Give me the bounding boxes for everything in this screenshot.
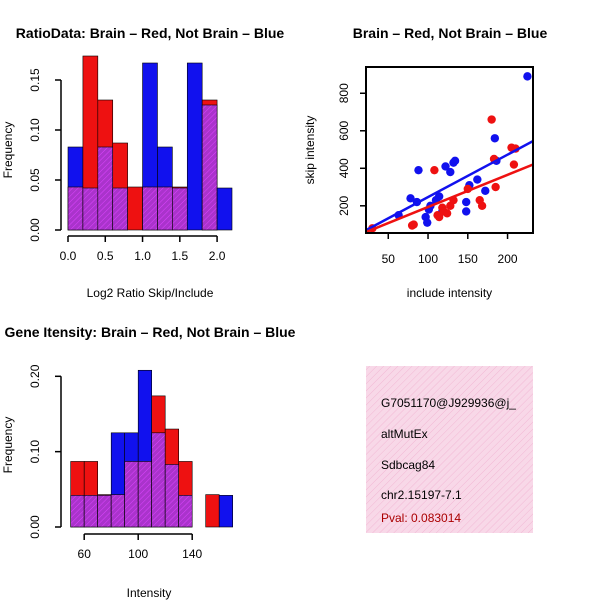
chart-title: Brain – Red, Not Brain – Blue <box>353 25 548 41</box>
intensity-histogram: 60 100 140 0.00 0.10 0.20 Gene Itensity: Brain… <box>1 324 296 600</box>
point-not-brain <box>446 167 455 177</box>
point-not-brain <box>462 207 471 216</box>
x-tick-label: 2.0 <box>209 249 226 263</box>
bar-overlap <box>164 464 179 528</box>
bar-overlap <box>201 104 218 231</box>
bar-overlap <box>157 186 173 231</box>
x-tick-label: 1.0 <box>134 249 151 263</box>
bar-overlap <box>124 461 139 528</box>
x-tick-label: 50 <box>382 252 396 266</box>
x-axis-label: Log2 Ratio Skip/Include <box>87 286 214 300</box>
y-axis-label: Frequency <box>1 122 15 179</box>
x-tick-label: 150 <box>458 252 478 266</box>
y-tick-label: 0.15 <box>28 68 42 92</box>
x-tick-label: 100 <box>418 252 438 266</box>
y-tick-label: 200 <box>337 195 351 215</box>
fit-line-not-brain <box>366 139 533 232</box>
bar-overlap <box>82 187 99 231</box>
chart-title: Gene Itensity: Brain – Red, Not Brain – … <box>5 324 296 340</box>
point-brain <box>434 212 444 222</box>
bar-not-brain <box>186 62 203 231</box>
x-tick-label: 60 <box>78 547 92 561</box>
point-not-brain <box>406 194 415 203</box>
info-location: chr2.15197-7.1 <box>381 488 462 502</box>
y-axis-label: skip intensity <box>303 116 317 185</box>
info-pval: Pval: 0.083014 <box>381 511 461 525</box>
fit-line-brain <box>366 163 533 233</box>
ratio-histogram: 0.0 0.5 1.0 1.5 2.0 0.00 0.05 0.10 0.15 RatioData… <box>1 25 284 300</box>
x-axis-label: Intensity <box>127 586 172 600</box>
info-event-type: altMutEx <box>381 427 428 441</box>
bar-overlap <box>110 494 125 528</box>
point-brain <box>477 201 487 211</box>
point-not-brain <box>473 175 482 184</box>
y-tick-label: 400 <box>337 158 351 178</box>
plot-frame <box>365 66 534 234</box>
point-not-brain <box>423 218 432 227</box>
y-tick-label: 600 <box>337 120 351 140</box>
bar-brain <box>127 186 143 231</box>
y-axis-label: Frequency <box>1 417 15 474</box>
bar-not-brain <box>218 495 233 528</box>
x-tick-label: 140 <box>182 547 202 561</box>
point-not-brain <box>462 197 471 207</box>
bar-overlap <box>97 495 112 528</box>
y-tick-label: 800 <box>337 83 351 103</box>
bar-overlap <box>112 187 128 231</box>
y-tick-label: 0.20 <box>28 364 42 388</box>
point-not-brain <box>481 186 490 195</box>
point-not-brain <box>414 165 423 175</box>
bar-brain <box>205 494 220 528</box>
x-tick-label: 0.0 <box>60 249 77 263</box>
x-axis-label: include intensity <box>407 286 492 300</box>
point-not-brain <box>434 192 444 201</box>
point-brain <box>409 220 418 229</box>
point-not-brain <box>441 162 450 171</box>
bar-overlap <box>172 187 188 231</box>
x-tick-label: 1.5 <box>171 249 188 263</box>
info-gene-id: G7051170@J929936@j_ <box>381 396 516 410</box>
point-brain <box>491 182 500 192</box>
intensity-scatter-plot: 50 100 150 200 200 400 600 800 Brain – Red, Not … <box>303 25 547 300</box>
y-tick-label: 0.00 <box>28 218 42 242</box>
point-brain <box>430 165 439 175</box>
point-brain <box>509 160 519 169</box>
bar-overlap <box>137 461 152 528</box>
scatter-plot-area <box>366 72 533 233</box>
bar-overlap <box>97 146 114 231</box>
bar-overlap <box>83 495 98 528</box>
bar-overlap <box>178 495 193 528</box>
info-panel: G7051170@J929936@j_ altMutEx Sdbcag84 ch… <box>366 366 533 533</box>
info-gene-name: Sdbcag84 <box>381 458 435 472</box>
bar-overlap <box>70 495 85 528</box>
y-tick-label: 0.00 <box>28 515 42 539</box>
bar-overlap <box>142 186 158 231</box>
info-panel-background <box>366 366 533 533</box>
x-tick-label: 100 <box>128 547 148 561</box>
y-tick-label: 0.05 <box>28 168 42 192</box>
bar-not-brain <box>216 187 233 231</box>
point-not-brain <box>490 134 500 143</box>
point-brain <box>487 115 496 124</box>
x-tick-label: 0.5 <box>97 249 114 263</box>
point-brain <box>442 209 452 218</box>
y-tick-label: 0.10 <box>28 118 42 142</box>
bar-overlap <box>67 186 84 231</box>
x-tick-label: 200 <box>498 252 518 266</box>
point-not-brain <box>450 156 460 165</box>
point-not-brain <box>523 72 532 81</box>
bar-overlap <box>151 432 166 528</box>
chart-title: RatioData: Brain – Red, Not Brain – Blue <box>16 25 285 41</box>
y-tick-label: 0.10 <box>28 440 42 464</box>
